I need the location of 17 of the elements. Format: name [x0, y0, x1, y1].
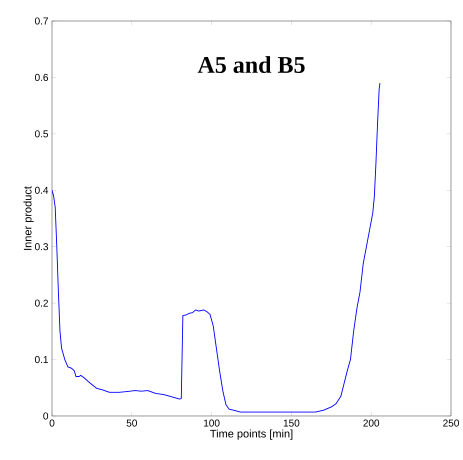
y-tick-label: 0.3 [34, 243, 48, 250]
y-tick-label: 0 [43, 412, 48, 420]
x-tick-label: 0 [50, 420, 54, 427]
y-tick-label: 0.4 [34, 186, 48, 194]
y-axis-title: Inner product [23, 186, 34, 250]
x-tick-label: 50 [126, 420, 137, 427]
y-tick-label: 0.5 [34, 130, 48, 138]
x-tick-label: 200 [363, 420, 380, 427]
y-tick-label: 0.1 [34, 356, 48, 364]
y-tick-label: 0.2 [34, 300, 48, 307]
x-tick-label: 250 [443, 420, 459, 427]
x-tick-label: 150 [284, 420, 300, 427]
y-tick-label: 0.7 [34, 17, 48, 25]
y-tick-label: 0.6 [34, 74, 48, 81]
annotation: A5 and B5 [198, 56, 305, 74]
x-axis-title: Time points [min] [210, 429, 292, 440]
x-tick-label: 100 [204, 420, 220, 427]
